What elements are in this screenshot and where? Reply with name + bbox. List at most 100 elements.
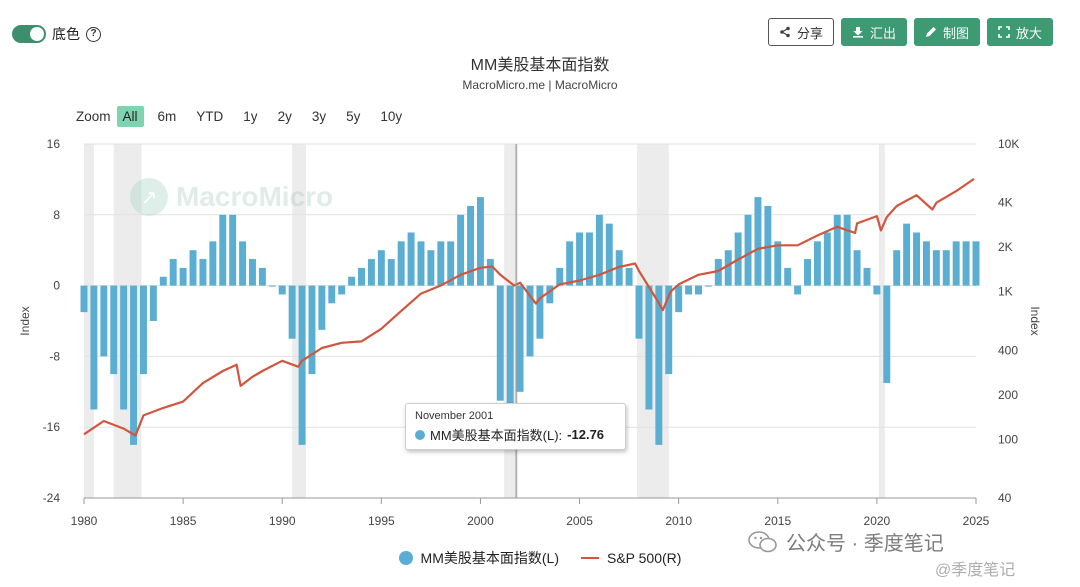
toolbar: 分享 汇出 制图 放大	[767, 18, 1053, 46]
x-tick-label: 1995	[368, 514, 395, 528]
y-left-tick-label: -16	[43, 420, 61, 434]
index-bar	[774, 241, 782, 286]
share-icon	[780, 26, 790, 38]
index-bar	[496, 285, 504, 401]
export-button[interactable]: 汇出	[840, 18, 907, 46]
index-bar	[714, 259, 722, 286]
index-bar	[546, 285, 554, 304]
axes: 16 8 0 -8 -16 -24 10K 4K 2K 1K 400 200 100 40 1980 1985…	[18, 137, 1042, 528]
y-right-tick-label: 1K	[998, 285, 1013, 299]
legend-item-index[interactable]: MM美股基本面指数(L)	[398, 548, 559, 568]
index-bar	[635, 285, 643, 339]
index-bar	[149, 285, 157, 321]
index-bar	[576, 232, 584, 286]
index-bar	[120, 285, 128, 410]
x-tick-label: 2000	[467, 514, 494, 528]
watermark-text: MacroMicro	[176, 181, 334, 212]
index-bar	[645, 285, 653, 410]
index-bar	[625, 267, 633, 286]
index-bar	[823, 232, 831, 286]
index-bar	[585, 232, 593, 286]
x-tick-label: 2005	[566, 514, 593, 528]
index-bar	[754, 197, 762, 286]
expand-button[interactable]: 放大	[986, 18, 1053, 46]
index-bar	[318, 285, 326, 330]
index-bar	[605, 223, 613, 286]
index-bar	[159, 276, 167, 286]
brand-overlay: 公众号 · 季度笔记	[748, 527, 944, 556]
y-right-axis-label: Index	[1028, 306, 1042, 335]
y-right-tick-label: 400	[998, 343, 1018, 357]
index-bar	[764, 205, 772, 286]
watermark: ↗ MacroMicro	[130, 178, 333, 216]
index-bar	[913, 232, 921, 286]
index-bar	[903, 223, 911, 286]
index-bar	[298, 285, 306, 445]
index-bar	[110, 285, 118, 375]
zoom-selector: Zoom All 6m YTD 1y 2y 3y 5y 10y	[76, 106, 416, 127]
legend-sp500-label: S&P 500(R)	[606, 550, 682, 566]
index-bar	[843, 214, 851, 286]
zoom-ytd-button[interactable]: YTD	[196, 109, 224, 124]
index-bar	[665, 285, 673, 375]
index-bar	[367, 259, 375, 286]
x-tick-label: 1980	[71, 514, 98, 528]
zoom-1y-button[interactable]: 1y	[243, 109, 258, 124]
index-bar	[90, 285, 98, 410]
index-bar	[972, 241, 980, 286]
x-tick-label: 2020	[864, 514, 891, 528]
watermark-logo-icon: ↗	[130, 178, 168, 216]
y-left-tick-label: 0	[53, 279, 60, 293]
chart-title: MM美股基本面指数	[470, 57, 610, 74]
toggle-knob	[30, 27, 44, 41]
index-bar	[467, 205, 475, 286]
zoom-label: Zoom	[76, 109, 111, 124]
index-bar	[942, 250, 950, 286]
index-bar	[883, 285, 891, 383]
brand-small: @季度笔记	[935, 562, 1016, 579]
index-bar	[952, 241, 960, 286]
expand-icon	[998, 26, 1010, 38]
index-bar	[189, 250, 197, 286]
index-bar	[258, 267, 266, 286]
zoom-6m-button[interactable]: 6m	[157, 109, 177, 124]
zoom-3y-button[interactable]: 3y	[311, 109, 327, 124]
index-bar	[169, 259, 177, 286]
index-bar	[407, 232, 415, 286]
share-button[interactable]: 分享	[767, 18, 834, 46]
tooltip-series-name: MM美股基本面指数(L):	[430, 428, 563, 443]
index-bar	[704, 285, 712, 287]
y-left-tick-label: -8	[49, 349, 60, 363]
zoom-all-button[interactable]: All	[116, 106, 144, 127]
index-bar	[556, 267, 564, 286]
index-bar	[417, 241, 425, 286]
index-bar	[328, 285, 336, 304]
legend-line-marker	[580, 557, 599, 559]
index-bar	[685, 285, 693, 295]
index-bar	[516, 285, 524, 392]
zoom-10y-button[interactable]: 10y	[380, 109, 403, 124]
y-right-tick-label: 2K	[998, 240, 1013, 254]
index-bar	[288, 285, 296, 339]
help-icon[interactable]: ?	[86, 26, 101, 42]
index-bar	[219, 214, 227, 286]
y-left-tick-label: 16	[47, 137, 61, 151]
index-bar	[813, 241, 821, 286]
index-bar	[348, 276, 356, 286]
index-bar	[278, 285, 286, 295]
index-bar	[863, 267, 871, 286]
index-bar	[397, 241, 405, 286]
index-bar	[506, 285, 514, 410]
index-bar	[338, 285, 346, 295]
legend-item-sp500[interactable]: S&P 500(R)	[580, 548, 682, 568]
background-toggle[interactable]	[12, 25, 46, 43]
y-right-tick-label: 100	[998, 432, 1018, 446]
chart-subtitle: MacroMicro.me | MacroMicro	[462, 78, 618, 92]
zoom-2y-button[interactable]: 2y	[277, 109, 292, 124]
y-right-tick-label: 200	[998, 388, 1018, 402]
index-bar	[595, 214, 603, 286]
zoom-5y-button[interactable]: 5y	[346, 109, 361, 124]
draw-button[interactable]: 制图	[913, 18, 980, 46]
brand-text: 公众号 · 季度笔记	[786, 533, 944, 555]
